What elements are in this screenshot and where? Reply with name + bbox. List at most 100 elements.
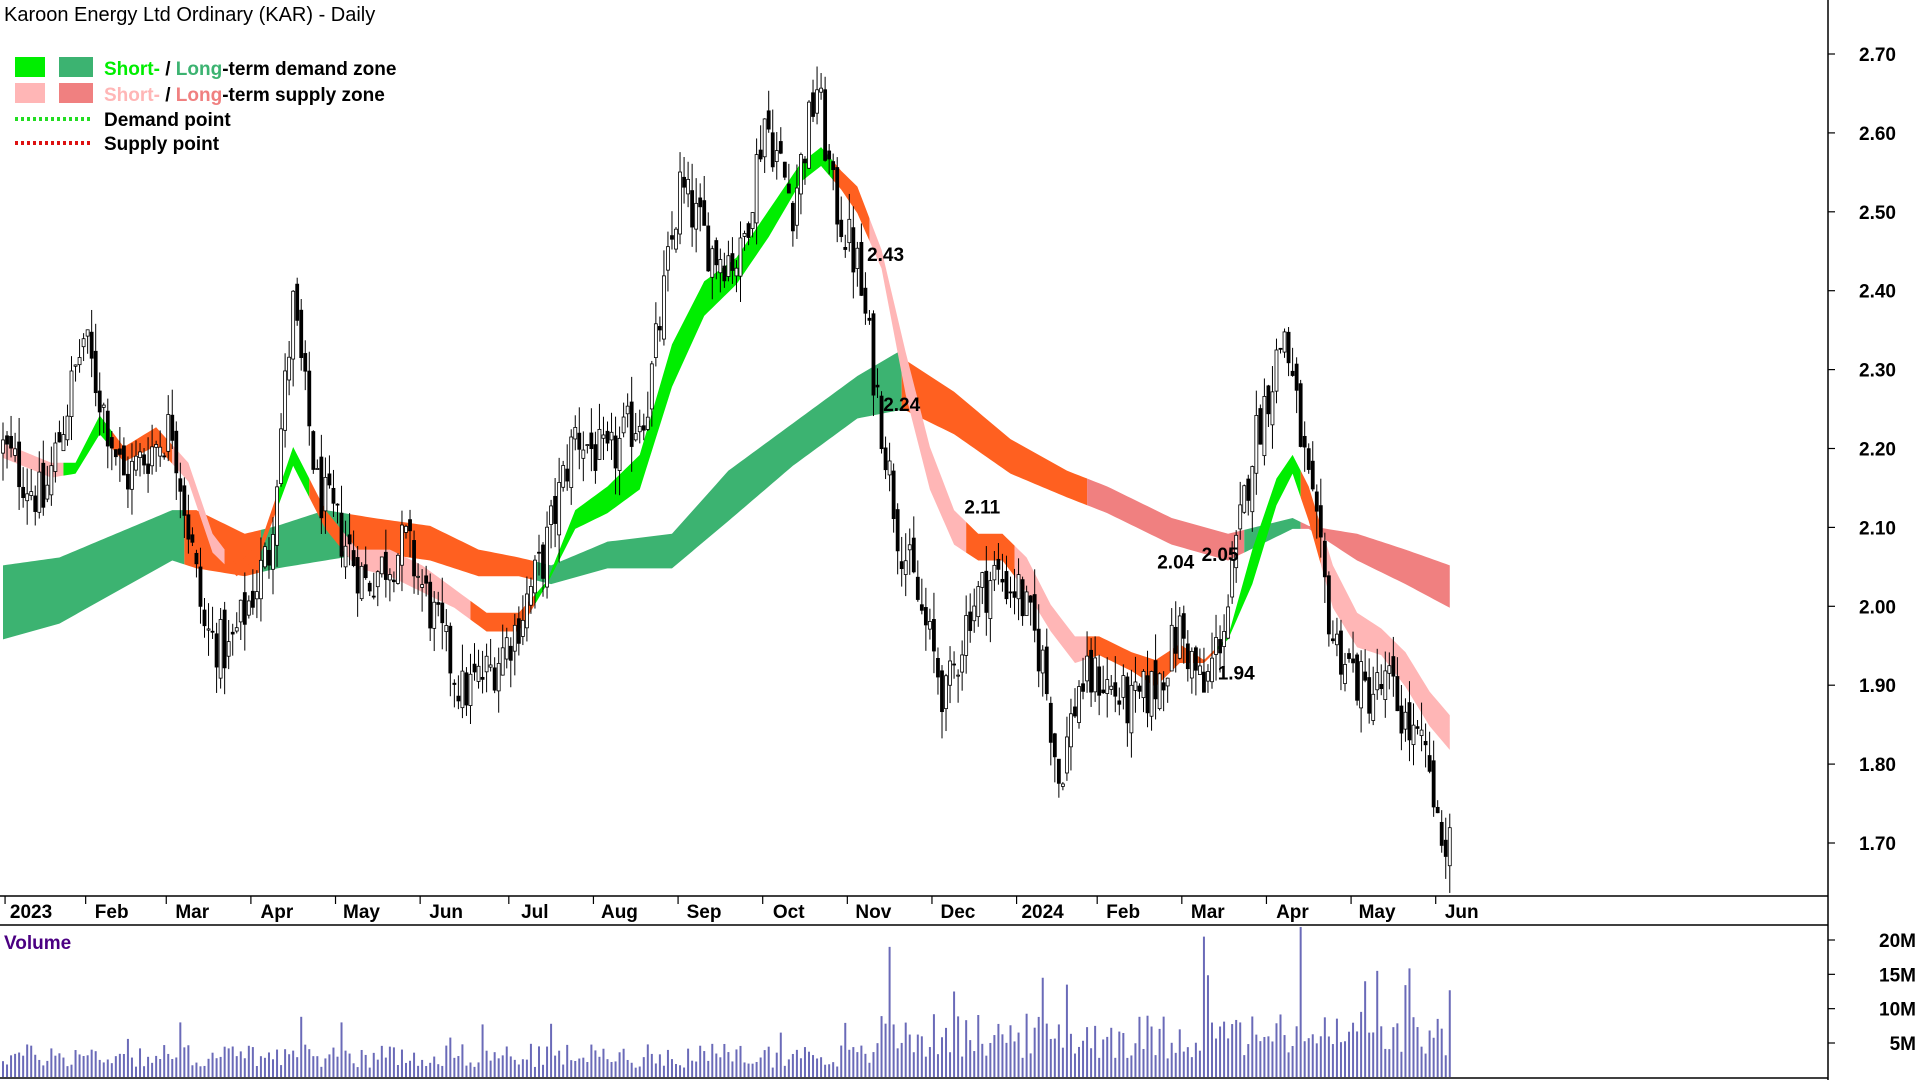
- candle-body: [315, 468, 320, 470]
- candle-body: [1065, 736, 1069, 774]
- candle: [1387, 652, 1392, 690]
- candle-body: [557, 482, 562, 536]
- candle-body: [1403, 711, 1408, 730]
- candle-body: [158, 446, 163, 457]
- candle-body: [956, 674, 961, 677]
- candle-body: [89, 331, 94, 359]
- candle: [1431, 740, 1436, 817]
- candle-body: [375, 571, 380, 588]
- candle: [895, 503, 900, 575]
- candle: [1403, 698, 1408, 742]
- candle-body: [1206, 671, 1210, 682]
- candle-body: [202, 609, 207, 627]
- candle: [1129, 669, 1134, 758]
- candle: [230, 623, 235, 656]
- candle: [1149, 670, 1154, 731]
- candle: [666, 231, 670, 292]
- date-tick-label: Aug: [601, 902, 638, 923]
- legend-supply-zone: Short- / Long-term supply zone: [104, 85, 385, 106]
- candle: [1077, 680, 1081, 729]
- candle-body: [883, 447, 888, 471]
- candle-body: [1149, 671, 1154, 717]
- candle-body: [1145, 675, 1150, 714]
- candle-body: [782, 161, 787, 178]
- candle-body: [1375, 672, 1380, 691]
- candle-body: [1419, 729, 1424, 737]
- candle: [516, 606, 521, 656]
- candle: [424, 565, 429, 597]
- candle: [146, 437, 150, 493]
- candle-body: [553, 495, 558, 524]
- candle: [1012, 568, 1017, 615]
- candle: [504, 627, 509, 669]
- candle: [883, 436, 888, 480]
- annotations-layer: 2.43 2.24 2.11 2.04 2.05 1.94: [867, 245, 1255, 685]
- candle-body: [254, 591, 259, 600]
- candle-body: [105, 410, 110, 447]
- candle: [412, 530, 416, 594]
- candle-body: [275, 486, 279, 546]
- date-tick-label: Jul: [521, 902, 548, 923]
- candle: [1004, 555, 1009, 605]
- candle-body: [698, 197, 703, 208]
- candle: [1081, 657, 1085, 700]
- date-tick-label: Jun: [1445, 902, 1479, 923]
- candle: [383, 529, 388, 598]
- candle: [1383, 651, 1388, 718]
- date-tick-label: May: [343, 902, 380, 923]
- candle-body: [73, 364, 78, 367]
- candle: [263, 542, 267, 570]
- candle: [500, 624, 505, 676]
- candle: [984, 546, 989, 636]
- candle: [928, 608, 932, 640]
- short-zone-band: [1216, 454, 1301, 652]
- candle-body: [69, 370, 74, 418]
- candle: [77, 339, 82, 373]
- candle-body: [504, 637, 509, 660]
- candle-body: [1069, 713, 1073, 748]
- candle: [267, 537, 271, 579]
- candle-body: [182, 485, 187, 516]
- candle-body: [367, 582, 372, 592]
- candle: [1230, 541, 1235, 604]
- candle: [5, 431, 9, 469]
- candle-body: [472, 663, 477, 673]
- candle-body: [996, 558, 1001, 570]
- candle-body: [1077, 686, 1081, 723]
- candle: [456, 675, 461, 710]
- candle: [1318, 478, 1323, 558]
- candle-body: [246, 600, 251, 616]
- candle: [323, 457, 328, 534]
- candle-body: [1040, 649, 1045, 674]
- volume-tick-label: 5M: [1890, 1034, 1916, 1055]
- candle-body: [1411, 724, 1416, 746]
- candle-body: [33, 495, 38, 512]
- candle-body: [891, 470, 896, 519]
- candle: [379, 556, 384, 578]
- candle-body: [1173, 626, 1178, 654]
- candle: [1306, 443, 1311, 474]
- candle: [246, 595, 251, 619]
- candle: [97, 372, 102, 436]
- candle-body: [130, 460, 134, 490]
- candle: [1036, 604, 1041, 688]
- candle-body: [234, 627, 239, 632]
- date-tick-label: Apr: [1276, 902, 1309, 923]
- legend-demand-suffix: -term demand zone: [222, 59, 396, 80]
- candle-body: [919, 604, 924, 611]
- candle-body: [351, 550, 356, 566]
- candle: [375, 570, 380, 607]
- candle: [1339, 619, 1343, 691]
- candle-body: [1314, 491, 1319, 512]
- candle-body: [839, 219, 844, 237]
- candle: [1331, 620, 1335, 644]
- candle-body: [653, 323, 658, 358]
- candle: [105, 398, 110, 469]
- candle: [1133, 656, 1138, 713]
- candle-body: [1302, 435, 1307, 448]
- price-axis: 2.70 2.60 2.50 2.40 2.30 2.20 2.10 2.00 1.90 1.80…: [1828, 45, 1896, 855]
- candle-body: [1290, 370, 1295, 376]
- candle: [549, 499, 553, 549]
- candle-body: [81, 338, 86, 348]
- candle-body: [1052, 733, 1057, 758]
